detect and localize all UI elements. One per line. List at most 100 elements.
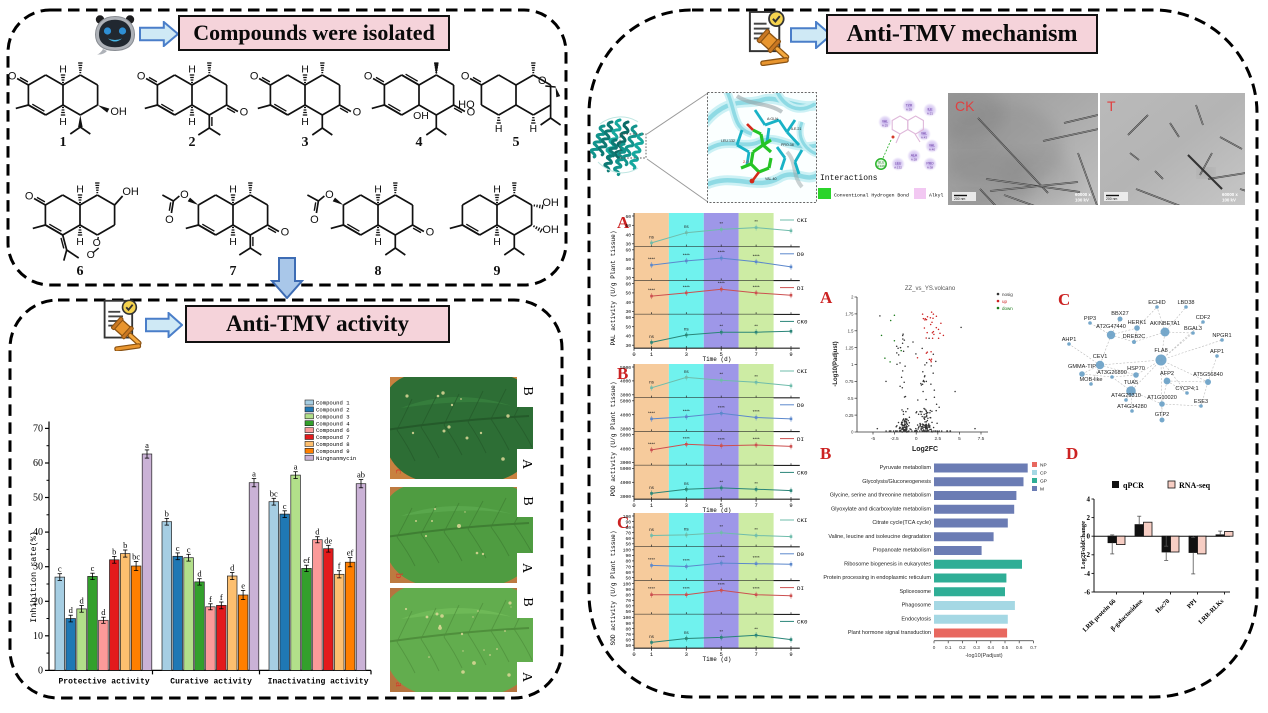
svg-text:70: 70 (33, 423, 43, 434)
svg-text:Conventional Hydrogen Bond: Conventional Hydrogen Bond (834, 193, 909, 199)
svg-text:RNA-seq: RNA-seq (1179, 481, 1211, 490)
svg-text:****: **** (683, 252, 690, 257)
svg-text:2: 2 (1087, 514, 1091, 522)
svg-text:f: f (338, 561, 341, 571)
svg-text:qPCR: qPCR (1123, 481, 1144, 490)
svg-text:O: O (426, 227, 435, 239)
svg-text:**: ** (754, 527, 758, 532)
svg-text:****: **** (648, 586, 655, 591)
svg-text:AT4G34280: AT4G34280 (1117, 404, 1147, 410)
svg-text:D0: D0 (797, 251, 804, 258)
svg-text:3: 3 (685, 651, 688, 658)
svg-text:bc: bc (270, 488, 278, 498)
svg-text:7: 7 (754, 351, 757, 358)
svg-text:O: O (310, 214, 319, 226)
svg-text:80: 80 (625, 525, 631, 531)
svg-text:PRO: PRO (926, 162, 934, 166)
svg-text:4000: 4000 (620, 480, 631, 486)
svg-text:70: 70 (625, 598, 631, 604)
svg-text:A:25: A:25 (882, 123, 889, 127)
svg-text:d: d (79, 596, 84, 606)
svg-text:0.7: 0.7 (1030, 645, 1037, 650)
svg-text:LEU.132: LEU.132 (721, 139, 735, 143)
svg-text:Log2FoldChange: Log2FoldChange (1080, 521, 1087, 569)
svg-text:Compound 3: Compound 3 (316, 413, 350, 420)
svg-text:CK0: CK0 (797, 470, 808, 477)
svg-text:60000 x: 60000 x (1075, 192, 1091, 197)
svg-text:-4: -4 (1084, 570, 1090, 578)
svg-text:O: O (250, 71, 259, 83)
svg-text:A:38: A:38 (927, 165, 934, 169)
svg-text:****: **** (753, 586, 760, 591)
svg-text:60: 60 (625, 248, 631, 254)
svg-text:ns: ns (684, 369, 690, 374)
svg-text:D0: D0 (797, 551, 804, 558)
svg-text:CYCP4;1: CYCP4;1 (1175, 386, 1198, 392)
svg-text:O: O (467, 107, 476, 119)
svg-text:Glyoxylate and dicarboxylate m: Glyoxylate and dicarboxylate metabolism (831, 506, 931, 512)
svg-text:0: 0 (915, 436, 918, 442)
svg-text:c: c (91, 563, 95, 573)
svg-text:0.5: 0.5 (848, 396, 854, 401)
svg-text:**: ** (719, 324, 723, 329)
svg-text:4000: 4000 (620, 413, 631, 419)
svg-text:****: **** (683, 586, 690, 591)
svg-text:**: ** (754, 374, 758, 379)
svg-text:ALA: ALA (911, 154, 918, 158)
svg-text:H: H (301, 64, 309, 76)
svg-text:ns: ns (649, 334, 655, 339)
svg-text:O: O (93, 237, 101, 249)
svg-text:Valine, leucine and isoleucine: Valine, leucine and isoleucine degradati… (828, 534, 931, 540)
svg-text:HERK1: HERK1 (1128, 320, 1147, 326)
svg-text:c: c (176, 543, 180, 553)
svg-text:40: 40 (625, 300, 631, 306)
svg-text:100: 100 (623, 548, 632, 554)
svg-text:PRO.38: PRO.38 (781, 143, 794, 147)
svg-text:3000: 3000 (620, 426, 631, 432)
svg-text:CKI: CKI (797, 368, 807, 375)
svg-text:4: 4 (1087, 495, 1091, 503)
svg-text:A: A (519, 672, 533, 683)
svg-text:50: 50 (33, 493, 43, 504)
svg-text:9: 9 (789, 651, 792, 658)
svg-text:60: 60 (625, 281, 631, 287)
svg-text:****: **** (683, 436, 690, 441)
svg-text:**: ** (719, 524, 723, 529)
svg-text:A: A (519, 459, 533, 470)
svg-text:****: **** (648, 441, 655, 446)
svg-text:70: 70 (625, 632, 631, 638)
svg-text:50: 50 (625, 643, 631, 649)
svg-text:Ningnanmycin: Ningnanmycin (316, 455, 356, 462)
svg-text:TYR: TYR (906, 104, 913, 108)
svg-text:PAL activity (U/g Plant tissue: PAL activity (U/g Plant tissue) (610, 230, 617, 345)
svg-text:90: 90 (625, 553, 631, 559)
svg-text:20: 20 (33, 596, 43, 607)
svg-text:7.5: 7.5 (978, 436, 985, 442)
svg-text:O: O (364, 71, 373, 83)
svg-text:5000: 5000 (620, 432, 631, 438)
svg-text:10: 10 (33, 631, 43, 642)
svg-text:Curative activity: Curative activity (170, 677, 252, 686)
svg-text:3: 3 (685, 502, 688, 509)
svg-text:DI: DI (797, 585, 804, 592)
svg-text:Propanoate metabolism: Propanoate metabolism (873, 548, 932, 554)
svg-text:Hsc70: Hsc70 (1154, 598, 1171, 615)
svg-text:-5: -5 (871, 436, 876, 442)
svg-text:POD activity (U/g Plant tissue: POD activity (U/g Plant tissue) (610, 381, 617, 496)
svg-text:d: d (315, 527, 320, 537)
svg-text:a: a (145, 440, 149, 450)
svg-text:e: e (241, 580, 245, 590)
svg-text:100: 100 (623, 581, 632, 587)
svg-text:H: H (301, 116, 309, 128)
svg-text:Endocytosis: Endocytosis (901, 616, 931, 622)
svg-text:0: 0 (933, 645, 936, 650)
svg-text:Ribosome biogenesis in eukaryo: Ribosome biogenesis in eukaryotes (844, 561, 931, 567)
svg-text:CEV1: CEV1 (1093, 354, 1108, 360)
svg-text:LRR-RLKs: LRR-RLKs (1197, 598, 1225, 626)
svg-text:d: d (197, 569, 202, 579)
svg-text:A:GLN: A:GLN (767, 117, 778, 121)
svg-text:GMMA-TIP: GMMA-TIP (1068, 364, 1096, 370)
svg-text:5: 5 (720, 651, 723, 658)
svg-text:7: 7 (230, 264, 237, 279)
svg-text:5: 5 (513, 135, 520, 150)
